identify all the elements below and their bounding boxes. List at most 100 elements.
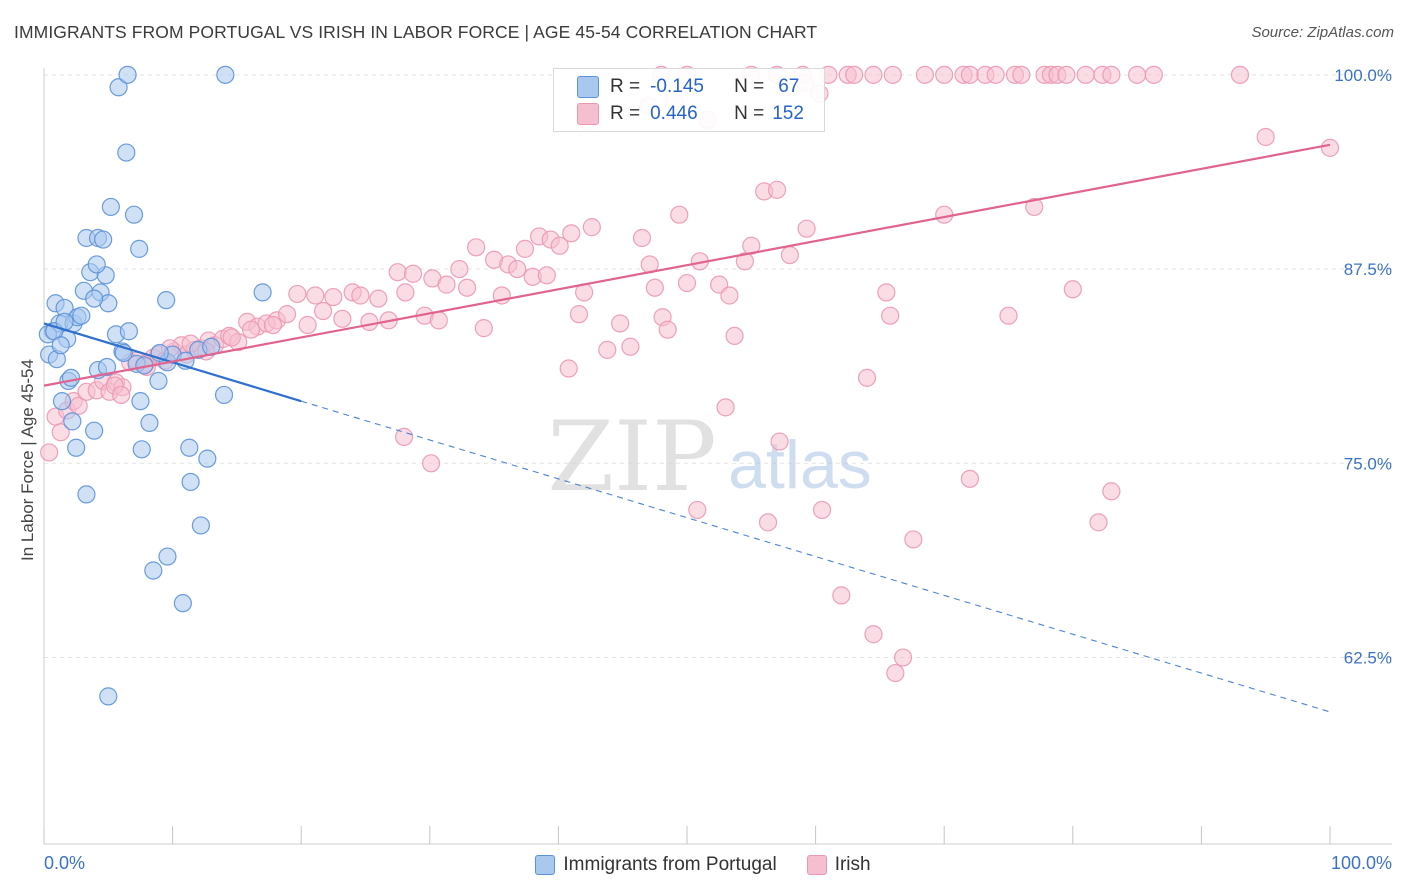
portugal-point: [119, 322, 138, 341]
irish-swatch: [577, 103, 599, 125]
portugal-point: [97, 357, 117, 377]
irish-point: [999, 306, 1018, 325]
irish-point: [720, 286, 739, 305]
y-tick-label: 62.5%: [1344, 649, 1392, 668]
irish-point: [857, 368, 877, 387]
r-value-irish: 0.446: [650, 103, 698, 124]
irish-point: [735, 252, 754, 271]
legend-item-irish[interactable]: Irish: [806, 852, 871, 878]
irish-point: [277, 305, 297, 324]
irish-point: [893, 648, 913, 667]
irish-point: [658, 320, 677, 339]
irish-trend-line: [43, 143, 1331, 387]
irish-point: [632, 228, 652, 248]
irish-point: [298, 315, 317, 335]
irish-point: [1076, 65, 1095, 84]
n-label: N =: [734, 103, 765, 124]
irish-point: [222, 328, 241, 347]
irish-point: [881, 306, 900, 325]
irish-point: [537, 266, 556, 285]
portugal-point: [173, 594, 192, 613]
irish-point: [1057, 65, 1076, 84]
irish-point: [351, 286, 370, 305]
irish-point: [832, 586, 851, 605]
portugal-trend-extension: [301, 400, 1331, 713]
y-tick-label: 87.5%: [1344, 260, 1392, 279]
irish-point: [1025, 197, 1044, 217]
y-tick-label: 100.0%: [1334, 66, 1392, 85]
irish-point: [40, 443, 59, 462]
legend-item-portugal[interactable]: Immigrants from Portugal: [535, 852, 777, 878]
irish-point: [986, 65, 1005, 84]
irish-point: [112, 385, 131, 405]
portugal-point: [85, 421, 104, 440]
n-value-portugal: 67: [778, 76, 800, 97]
irish-point: [767, 180, 787, 199]
irish-point: [935, 205, 954, 224]
portugal-point: [191, 516, 210, 535]
portugal-point: [149, 371, 168, 391]
irish-point: [450, 259, 469, 279]
irish-point: [396, 283, 415, 302]
irish-point: [1102, 65, 1121, 84]
axes: [43, 68, 1392, 845]
portugal-point: [132, 440, 151, 459]
x-tick-label-left: 0.0%: [44, 853, 85, 873]
irish-point: [69, 396, 88, 415]
irish-point: [845, 65, 864, 84]
irish-point: [369, 289, 388, 308]
portugal-point: [61, 368, 81, 387]
n-label: N =: [734, 76, 765, 97]
irish-point: [403, 264, 423, 283]
irish-point: [1256, 127, 1275, 147]
irish-point: [1230, 65, 1250, 84]
portugal-point: [216, 65, 235, 84]
irish-point: [877, 283, 896, 302]
irish-point: [780, 245, 799, 265]
irish-point: [904, 530, 923, 549]
irish-point: [716, 398, 735, 417]
x-tick-label-right: 100.0%: [1331, 853, 1392, 873]
series-legend: Immigrants from Portugal Irish: [0, 852, 1406, 878]
irish-point: [562, 224, 581, 243]
irish-point: [886, 663, 905, 683]
portugal-point: [124, 205, 144, 224]
irish-point: [466, 238, 486, 257]
irish-point: [883, 65, 902, 84]
irish-point: [394, 427, 414, 446]
irish-point: [1320, 138, 1340, 157]
r-value-portugal: -0.145: [650, 76, 704, 97]
irish-point: [758, 513, 778, 532]
irish-point: [569, 305, 589, 324]
irish-point: [559, 359, 578, 378]
irish-point: [864, 625, 883, 644]
irish-point: [550, 236, 569, 255]
irish-point: [333, 309, 352, 328]
tick-labels: 62.5% 75.0% 87.5% 100.0% 0.0% 100.0%: [44, 66, 1392, 873]
irish-point: [474, 319, 493, 338]
portugal-legend-swatch: [535, 855, 556, 875]
irish-point: [812, 500, 832, 520]
irish-point: [935, 65, 954, 84]
portugal-point: [67, 438, 86, 457]
r-label: R =: [610, 103, 641, 124]
irish-point: [670, 205, 689, 224]
portugal-point: [130, 239, 149, 258]
portugal-point: [140, 413, 159, 433]
irish-point: [1144, 65, 1163, 84]
irish-legend-swatch: [806, 855, 827, 875]
irish-point: [1102, 482, 1121, 501]
portugal-point: [118, 65, 137, 84]
irish-point: [263, 315, 283, 335]
portugal-point: [63, 412, 82, 431]
irish-point: [51, 423, 70, 442]
irish-point: [611, 314, 630, 333]
irish-point: [582, 218, 601, 237]
portugal-point: [85, 289, 104, 308]
irish-point: [742, 236, 761, 255]
irish-point: [360, 312, 379, 332]
irish-point: [515, 239, 535, 258]
irish-point: [621, 337, 640, 356]
portugal-point: [72, 306, 91, 325]
